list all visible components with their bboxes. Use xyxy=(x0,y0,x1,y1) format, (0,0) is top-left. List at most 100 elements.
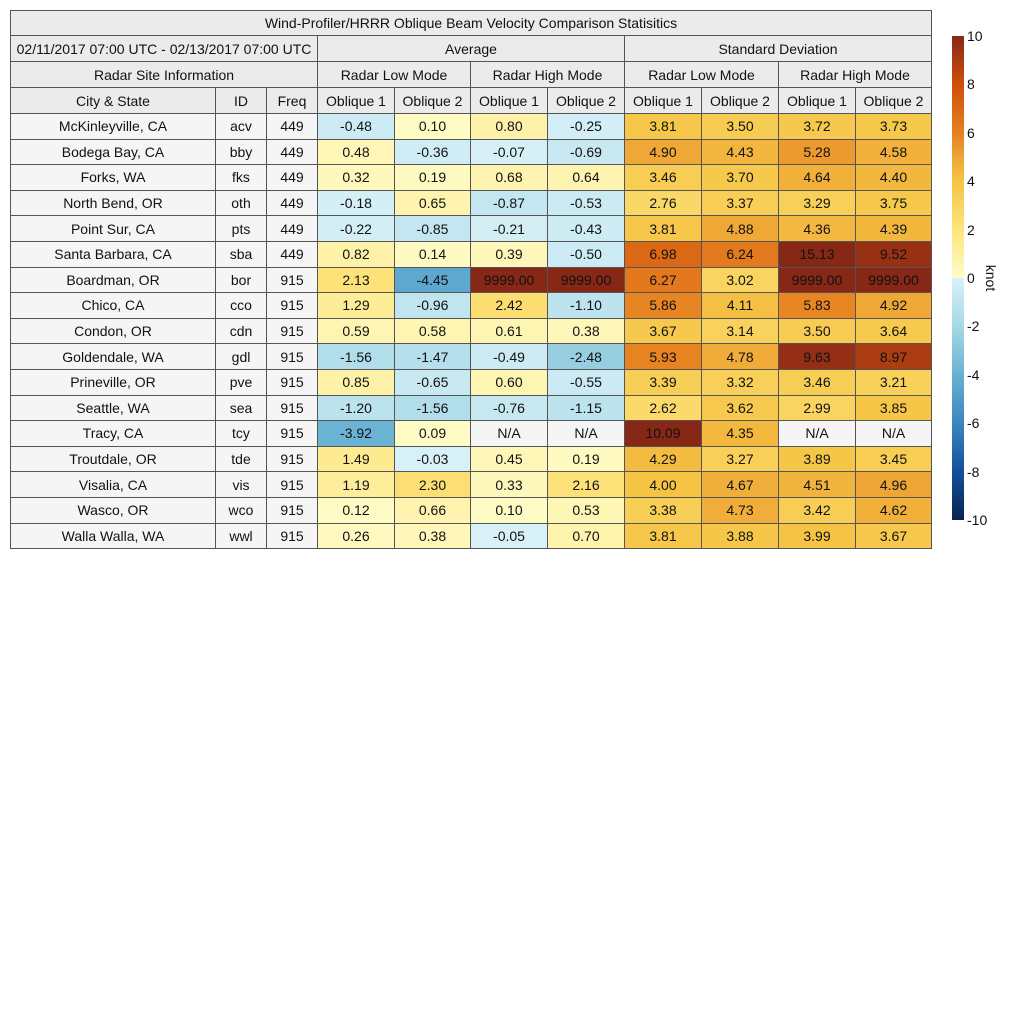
value-cell: 3.32 xyxy=(701,368,779,396)
date-range: 02/11/2017 07:00 UTC - 02/13/2017 07:00 … xyxy=(10,35,318,62)
value-cell: 3.21 xyxy=(855,368,932,396)
city-cell: Troutdale, OR xyxy=(10,445,216,473)
value-cell: 9.63 xyxy=(778,343,856,370)
id-cell: sba xyxy=(215,240,267,268)
value-cell: -0.65 xyxy=(394,368,471,396)
value-cell: 3.85 xyxy=(855,394,932,422)
value-cell: -1.20 xyxy=(317,394,395,422)
value-cell: 0.68 xyxy=(470,164,548,191)
average-header: Average xyxy=(317,35,625,62)
table-row: Visalia, CA vis 915 1.19 2.30 0.33 2.16 4.00 4.6… xyxy=(10,471,932,498)
value-cell: 5.93 xyxy=(624,343,702,370)
value-cell: -0.76 xyxy=(470,394,548,422)
value-cell: -0.22 xyxy=(317,215,395,242)
value-cell: 3.27 xyxy=(701,445,779,473)
freq-cell: 915 xyxy=(266,343,318,370)
freq-cell: 449 xyxy=(266,240,318,268)
freq-cell: 449 xyxy=(266,138,318,166)
table-row: Boardman, OR bor 915 2.13 -4.45 9999.00 9999.0… xyxy=(10,266,932,294)
colorbar-tick-label: 2 xyxy=(967,221,975,238)
value-cell: -0.53 xyxy=(547,189,625,217)
value-cell: 1.19 xyxy=(317,471,395,498)
value-cell: 4.88 xyxy=(701,215,779,242)
value-cell: 4.51 xyxy=(778,471,856,498)
value-cell: -0.07 xyxy=(470,138,548,166)
value-cell: 0.61 xyxy=(470,317,548,345)
value-cell: -0.43 xyxy=(547,215,625,242)
value-cell: -0.05 xyxy=(470,522,548,550)
value-cell: 2.76 xyxy=(624,189,702,217)
table-row: Prineville, OR pve 915 0.85 -0.65 0.60 -0.55 3.… xyxy=(10,368,932,396)
column-header: Freq xyxy=(266,87,318,114)
value-cell: 4.40 xyxy=(855,164,932,191)
value-cell: -1.10 xyxy=(547,292,625,319)
value-cell: 3.42 xyxy=(778,496,856,524)
table-row: Chico, CA cco 915 1.29 -0.96 2.42 -1.10 5.86 4.1… xyxy=(10,292,932,319)
freq-cell: 449 xyxy=(266,189,318,217)
table-row: McKinleyville, CA acv 449 -0.48 0.10 0.80 -0.2… xyxy=(10,113,932,140)
value-cell: 3.46 xyxy=(624,164,702,191)
column-header: Oblique 1 xyxy=(778,87,856,114)
city-cell: McKinleyville, CA xyxy=(10,113,216,140)
city-cell: Visalia, CA xyxy=(10,471,216,498)
value-cell: 3.39 xyxy=(624,368,702,396)
value-cell: 4.29 xyxy=(624,445,702,473)
value-cell: 9999.00 xyxy=(547,266,625,294)
value-cell: 3.88 xyxy=(701,522,779,550)
value-cell: 3.73 xyxy=(855,113,932,140)
value-cell: 0.10 xyxy=(470,496,548,524)
table-row: Troutdale, OR tde 915 1.49 -0.03 0.45 0.19 4.29… xyxy=(10,445,932,473)
value-cell: -1.56 xyxy=(317,343,395,370)
value-cell: 3.75 xyxy=(855,189,932,217)
mode-header: Radar High Mode xyxy=(470,61,625,88)
value-cell: 3.14 xyxy=(701,317,779,345)
value-cell: 5.83 xyxy=(778,292,856,319)
value-cell: -4.45 xyxy=(394,266,471,294)
value-cell: 10.09 xyxy=(624,420,702,447)
value-cell: 4.96 xyxy=(855,471,932,498)
value-cell: 3.64 xyxy=(855,317,932,345)
value-cell: -0.03 xyxy=(394,445,471,473)
value-cell: -2.48 xyxy=(547,343,625,370)
value-cell: 0.58 xyxy=(394,317,471,345)
value-cell: 2.99 xyxy=(778,394,856,422)
value-cell: 0.45 xyxy=(470,445,548,473)
id-cell: gdl xyxy=(215,343,267,370)
id-cell: bby xyxy=(215,138,267,166)
colorbar-tick-label: -8 xyxy=(967,463,980,480)
value-cell: 3.70 xyxy=(701,164,779,191)
city-cell: Bodega Bay, CA xyxy=(10,138,216,166)
table-row: Wasco, OR wco 915 0.12 0.66 0.10 0.53 3.38 4.73 3… xyxy=(10,496,932,524)
value-cell: 3.81 xyxy=(624,113,702,140)
value-cell: 3.37 xyxy=(701,189,779,217)
colorbar-tick-label: 10 xyxy=(967,28,983,44)
column-header: Oblique 1 xyxy=(624,87,702,114)
value-cell: -0.55 xyxy=(547,368,625,396)
site-info-header: Radar Site Information xyxy=(10,61,318,88)
value-cell: 0.59 xyxy=(317,317,395,345)
comparison-table: Wind-Profiler/HRRR Oblique Beam Velocity… xyxy=(10,10,932,550)
freq-cell: 915 xyxy=(266,496,318,524)
value-cell: 2.13 xyxy=(317,266,395,294)
value-cell: 5.28 xyxy=(778,138,856,166)
value-cell: 0.64 xyxy=(547,164,625,191)
std-header: Standard Deviation xyxy=(624,35,932,62)
value-cell: 4.92 xyxy=(855,292,932,319)
value-cell: 9999.00 xyxy=(778,266,856,294)
mode-header: Radar High Mode xyxy=(778,61,932,88)
id-cell: bor xyxy=(215,266,267,294)
colorbar xyxy=(952,36,964,520)
colorbar-tick-label: -2 xyxy=(967,318,980,335)
city-cell: Santa Barbara, CA xyxy=(10,240,216,268)
colorbar-tick-label: 0 xyxy=(967,270,975,286)
colorbar-tick-label: -6 xyxy=(967,415,980,432)
value-cell: N/A xyxy=(547,420,625,447)
value-cell: -3.92 xyxy=(317,420,395,447)
value-cell: -0.85 xyxy=(394,215,471,242)
value-cell: 0.09 xyxy=(394,420,471,447)
value-cell: 0.38 xyxy=(547,317,625,345)
freq-cell: 915 xyxy=(266,420,318,447)
city-cell: North Bend, OR xyxy=(10,189,216,217)
id-cell: pts xyxy=(215,215,267,242)
id-cell: fks xyxy=(215,164,267,191)
